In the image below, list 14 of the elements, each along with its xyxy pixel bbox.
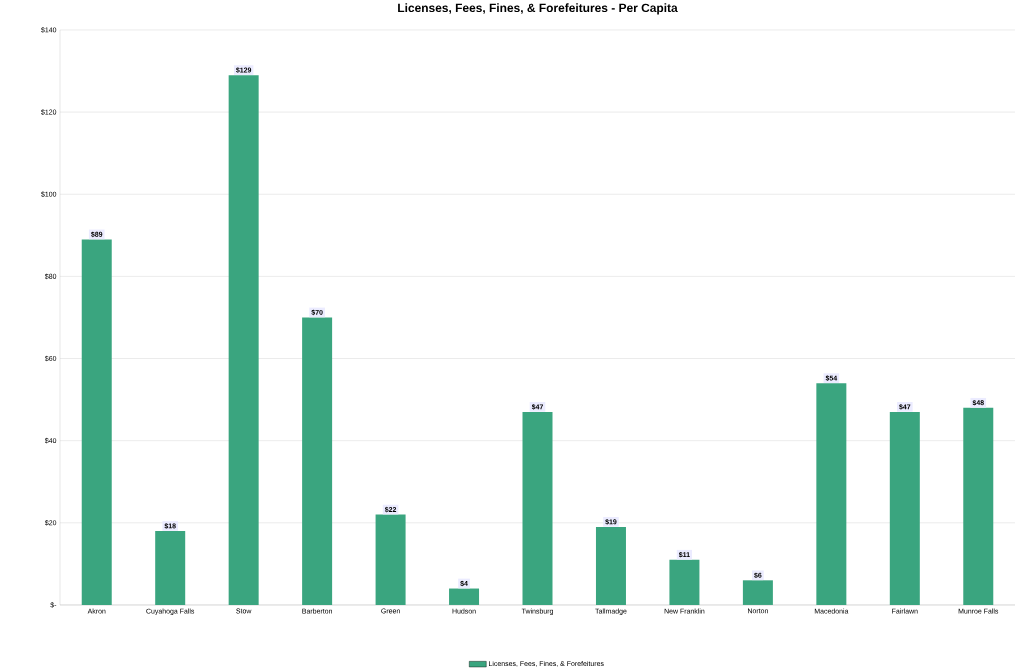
bar <box>81 239 112 605</box>
bar <box>228 74 259 605</box>
chart-title: Licenses, Fees, Fines, & Forefeitures - Per Capita <box>398 3 678 15</box>
bar <box>522 411 553 605</box>
bar <box>742 580 773 605</box>
bar <box>963 407 994 605</box>
bar <box>375 514 406 605</box>
bar <box>155 530 186 605</box>
bar <box>669 559 700 605</box>
bar <box>816 382 847 605</box>
bar <box>449 588 480 605</box>
bar <box>302 317 333 605</box>
bar <box>889 411 920 605</box>
bar <box>595 526 626 605</box>
